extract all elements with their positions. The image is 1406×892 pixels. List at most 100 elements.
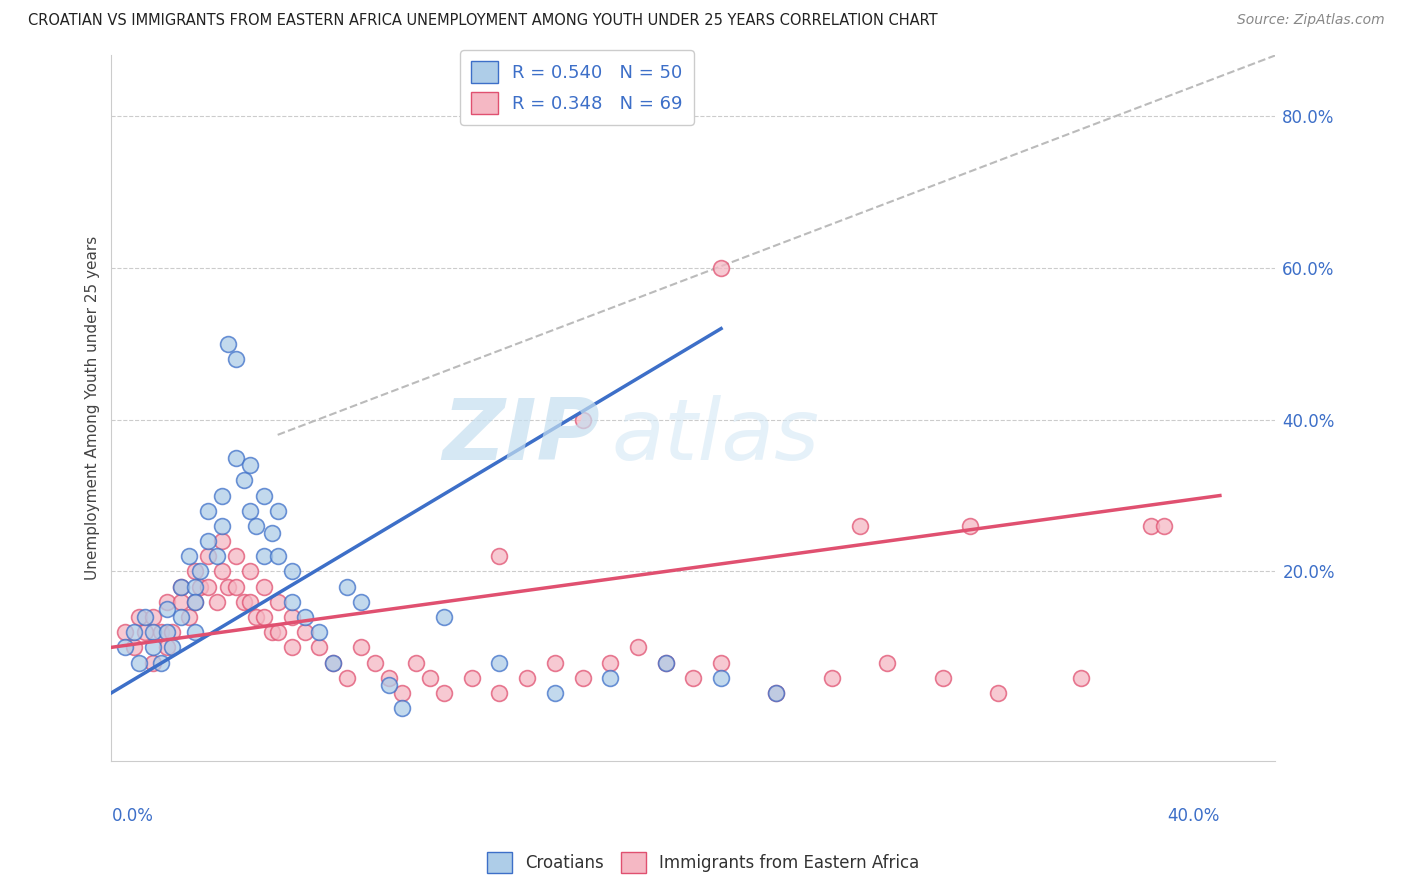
Point [516, 671, 538, 685]
Point [848, 519, 870, 533]
Point [280, 565, 302, 579]
Point [253, 549, 276, 564]
Point [122, 625, 145, 640]
Point [188, 565, 211, 579]
Point [322, 656, 344, 670]
Text: Source: ZipAtlas.com: Source: ZipAtlas.com [1237, 13, 1385, 28]
Point [188, 580, 211, 594]
Point [128, 610, 150, 624]
Point [391, 686, 413, 700]
Point [217, 580, 239, 594]
Point [294, 610, 316, 624]
Point [710, 656, 733, 670]
Point [134, 610, 156, 624]
Point [114, 625, 136, 640]
Point [253, 489, 276, 503]
Point [377, 678, 399, 692]
Point [211, 534, 233, 549]
Point [266, 595, 288, 609]
Text: CROATIAN VS IMMIGRANTS FROM EASTERN AFRICA UNEMPLOYMENT AMONG YOUTH UNDER 25 YEA: CROATIAN VS IMMIGRANTS FROM EASTERN AFRI… [28, 13, 938, 29]
Point [710, 671, 733, 685]
Point [1070, 671, 1092, 685]
Point [253, 610, 276, 624]
Point [1139, 519, 1161, 533]
Point [488, 656, 510, 670]
Point [682, 671, 704, 685]
Point [122, 640, 145, 655]
Point [350, 640, 373, 655]
Y-axis label: Unemployment Among Youth under 25 years: Unemployment Among Youth under 25 years [86, 236, 100, 581]
Point [262, 526, 284, 541]
Point [308, 640, 330, 655]
Point [156, 602, 179, 616]
Point [170, 595, 193, 609]
Point [599, 671, 621, 685]
Point [239, 458, 262, 473]
Point [1153, 519, 1175, 533]
Point [142, 625, 165, 640]
Point [433, 686, 456, 700]
Point [350, 595, 373, 609]
Point [245, 519, 267, 533]
Point [150, 656, 173, 670]
Legend: R = 0.540   N = 50, R = 0.348   N = 69: R = 0.540 N = 50, R = 0.348 N = 69 [460, 50, 693, 125]
Point [211, 565, 233, 579]
Point [197, 549, 219, 564]
Point [280, 640, 302, 655]
Point [377, 671, 399, 685]
Point [419, 671, 441, 685]
Point [156, 595, 179, 609]
Point [280, 610, 302, 624]
Point [183, 625, 205, 640]
Point [142, 656, 165, 670]
Point [183, 595, 205, 609]
Point [225, 450, 247, 465]
Point [266, 625, 288, 640]
Point [336, 580, 359, 594]
Point [245, 610, 267, 624]
Point [183, 565, 205, 579]
Point [599, 656, 621, 670]
Point [156, 640, 179, 655]
Point [710, 260, 733, 275]
Point [654, 656, 676, 670]
Point [134, 625, 156, 640]
Point [336, 671, 359, 685]
Point [128, 656, 150, 670]
Point [162, 625, 184, 640]
Point [266, 549, 288, 564]
Point [170, 580, 193, 594]
Point [197, 504, 219, 518]
Point [142, 640, 165, 655]
Point [987, 686, 1010, 700]
Text: atlas: atlas [612, 395, 820, 478]
Point [211, 519, 233, 533]
Point [363, 656, 385, 670]
Point [280, 595, 302, 609]
Point [142, 610, 165, 624]
Point [150, 625, 173, 640]
Point [205, 549, 228, 564]
Point [183, 580, 205, 594]
Point [239, 565, 262, 579]
Point [571, 671, 593, 685]
Point [233, 474, 256, 488]
Point [225, 580, 247, 594]
Point [197, 580, 219, 594]
Point [177, 610, 200, 624]
Point [765, 686, 787, 700]
Point [162, 640, 184, 655]
Point [488, 686, 510, 700]
Point [294, 625, 316, 640]
Point [225, 549, 247, 564]
Point [177, 549, 200, 564]
Point [233, 595, 256, 609]
Point [322, 656, 344, 670]
Point [239, 595, 262, 609]
Point [460, 671, 482, 685]
Point [205, 595, 228, 609]
Point [225, 351, 247, 366]
Point [217, 336, 239, 351]
Text: ZIP: ZIP [443, 395, 600, 478]
Point [239, 504, 262, 518]
